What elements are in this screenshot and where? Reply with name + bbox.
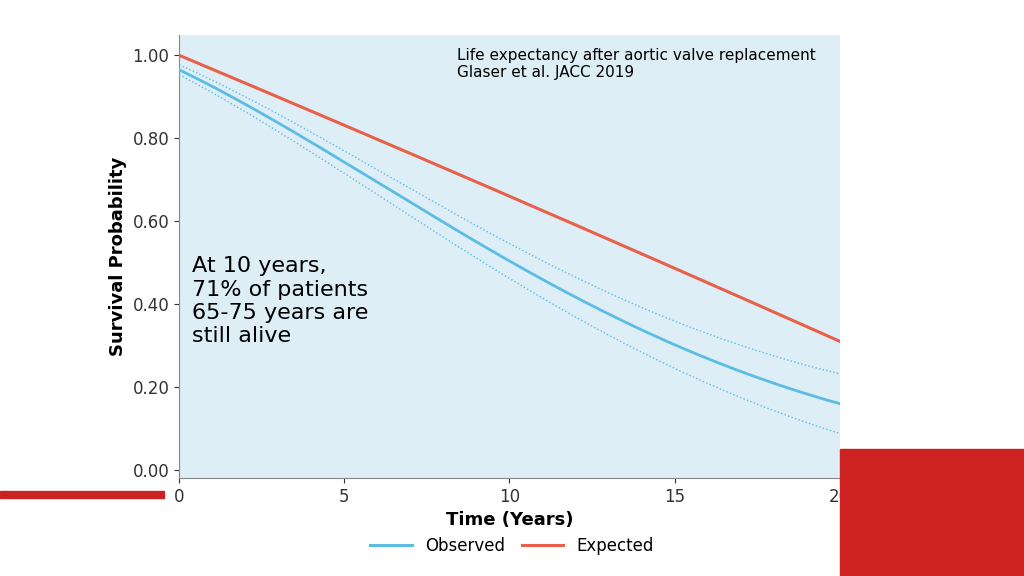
Legend: Observed, Expected: Observed, Expected (364, 530, 660, 562)
X-axis label: Time (Years): Time (Years) (445, 511, 573, 529)
Text: Life expectancy after aortic valve replacement
Glaser et al. JACC 2019: Life expectancy after aortic valve repla… (457, 48, 815, 80)
Text: At 10 years,
71% of patients
65-75 years are
still alive: At 10 years, 71% of patients 65-75 years… (193, 256, 369, 346)
Y-axis label: Survival Probability: Survival Probability (109, 157, 127, 356)
